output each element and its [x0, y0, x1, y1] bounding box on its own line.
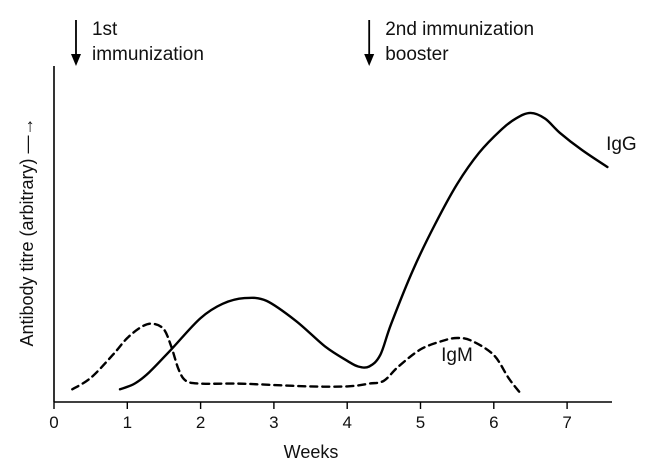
x-tick-label: 7	[562, 413, 571, 432]
down-arrow-icon	[364, 54, 375, 66]
series-label-igm: IgM	[441, 345, 473, 366]
x-tick-label: 6	[489, 413, 498, 432]
x-axis-title: Weeks	[284, 442, 339, 462]
x-ticks: 0 1 2 3 4 5 6 7	[49, 402, 572, 432]
series-label-igg: IgG	[606, 134, 637, 155]
immunization-label-second: 2nd immunization	[385, 19, 534, 40]
series-igg-line	[118, 111, 609, 391]
series-layer: IgG IgM	[71, 111, 637, 394]
x-tick-label: 3	[269, 413, 278, 432]
y-axis-title: Antibody titre (arbitrary) —→	[17, 117, 37, 346]
x-tick-label: 0	[49, 413, 58, 432]
x-tick-label: 2	[196, 413, 205, 432]
immunization-label-first: 1st	[92, 19, 118, 40]
immunization-label-first: immunization	[92, 44, 204, 65]
annotation-layer: 1st immunization 2nd immunization booster	[70, 19, 534, 66]
x-tick-label: 4	[342, 413, 351, 432]
down-arrow-icon	[70, 54, 81, 66]
x-tick-label: 5	[416, 413, 425, 432]
series-igm-line	[71, 322, 521, 394]
immunization-label-second: booster	[385, 44, 449, 65]
x-tick-label: 1	[123, 413, 132, 432]
